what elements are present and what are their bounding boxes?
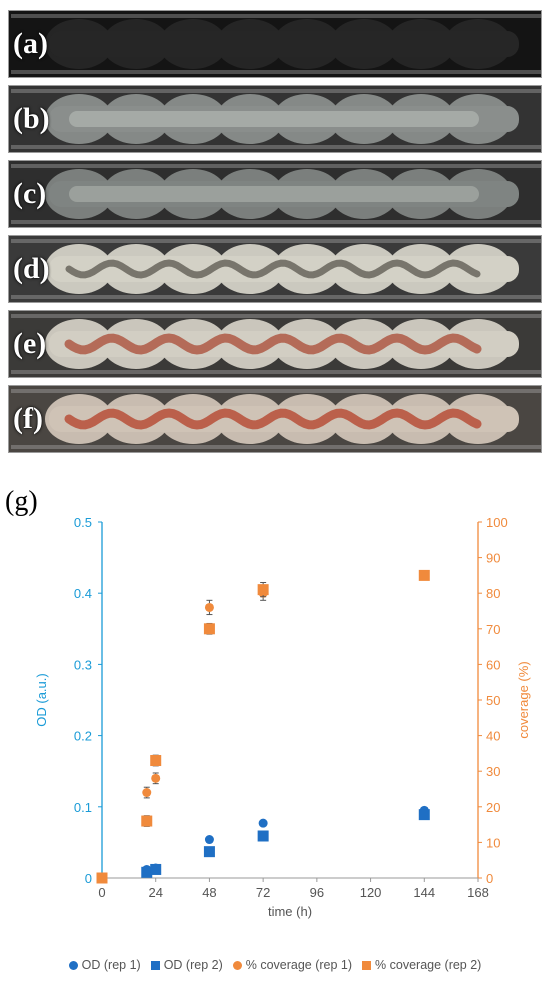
legend-swatch (362, 960, 372, 970)
legend-swatch (68, 960, 78, 970)
photo-strip: (c) (8, 160, 542, 228)
y-left-tick-label: 0 (85, 871, 92, 886)
photo-strip: (d) (8, 235, 542, 303)
data-point (418, 809, 430, 821)
channel-image (11, 89, 541, 149)
y-right-tick-label: 60 (486, 657, 500, 672)
channel-image (11, 239, 541, 299)
photo-strip: (b) (8, 85, 542, 153)
legend-label: % coverage (rep 1) (245, 958, 353, 972)
data-point (257, 584, 269, 596)
panel-label: (c) (13, 177, 47, 210)
legend-label: OD (rep 1) (81, 958, 141, 972)
data-point (203, 846, 215, 858)
panel-label: (f) (13, 402, 43, 435)
data-point (142, 788, 152, 798)
channel-image (11, 314, 541, 374)
x-tick-label: 0 (98, 885, 105, 900)
panel-label: (b) (13, 102, 50, 135)
y-right-tick-label: 40 (486, 729, 500, 744)
panel-label: (d) (13, 252, 50, 285)
y-left-tick-label: 0.2 (74, 729, 92, 744)
chart-legend: OD (rep 1) OD (rep 2) % coverage (rep 1) % … (0, 958, 550, 972)
data-point (204, 602, 214, 612)
data-point (418, 569, 430, 581)
channel-image (11, 164, 541, 224)
x-tick-label: 48 (202, 885, 216, 900)
od-coverage-chart: 0 24 48 72 96 120 144 16800.10.20.30.40.5010203… (34, 515, 531, 919)
series-1 (141, 809, 430, 878)
data-point (203, 623, 215, 635)
legend-swatch (150, 960, 160, 970)
x-tick-label: 120 (360, 885, 382, 900)
legend-label: % coverage (rep 2) (375, 958, 482, 972)
channel-image (11, 14, 541, 74)
y-left-tick-label: 0.3 (74, 657, 92, 672)
legend-item: OD (rep 1) (68, 958, 141, 972)
legend-item: % coverage (rep 1) (232, 958, 353, 972)
panel-label: (e) (13, 327, 47, 360)
x-tick-label: 168 (467, 885, 489, 900)
y-right-tick-label: 0 (486, 871, 493, 886)
x-tick-label: 96 (310, 885, 324, 900)
y-right-tick-label: 20 (486, 800, 500, 815)
data-point (151, 773, 161, 783)
panel-label-g: (g) (5, 486, 38, 517)
data-point (150, 755, 162, 767)
y-left-tick-label: 0.5 (74, 515, 92, 530)
y-right-tick-label: 10 (486, 835, 500, 850)
x-tick-label: 24 (148, 885, 162, 900)
y-right-tick-label: 70 (486, 622, 500, 637)
series-3 (96, 569, 430, 884)
data-point (141, 866, 153, 878)
x-tick-label: 144 (413, 885, 435, 900)
x-axis-label: time (h) (268, 904, 312, 919)
legend-swatch (232, 960, 242, 970)
data-point (257, 830, 269, 842)
x-tick-label: 72 (256, 885, 270, 900)
legend-item: % coverage (rep 2) (362, 958, 481, 972)
panel-label: (a) (13, 27, 48, 60)
y-right-tick-label: 80 (486, 586, 500, 601)
series-0 (142, 805, 429, 874)
photo-strip: (a) (8, 10, 542, 78)
y-left-tick-label: 0.1 (74, 800, 92, 815)
data-point (150, 863, 162, 875)
data-point (258, 818, 268, 828)
y-right-tick-label: 30 (486, 764, 500, 779)
y-right-tick-label: 90 (486, 551, 500, 566)
data-point (204, 835, 214, 845)
y-right-axis-label: coverage (%) (516, 661, 531, 738)
photo-strips: (a) (b) (c) (d) (e) (f) (8, 10, 542, 460)
legend-label: OD (rep 2) (163, 958, 223, 972)
y-left-axis-label: OD (a.u.) (34, 673, 49, 726)
y-left-tick-label: 0.4 (74, 586, 92, 601)
y-right-tick-label: 50 (486, 693, 500, 708)
data-point (141, 815, 153, 827)
y-right-tick-label: 100 (486, 515, 508, 530)
data-point (96, 872, 108, 884)
channel-image (11, 389, 541, 449)
photo-strip: (f) (8, 385, 542, 453)
photo-strip: (e) (8, 310, 542, 378)
legend-item: OD (rep 2) (150, 958, 223, 972)
